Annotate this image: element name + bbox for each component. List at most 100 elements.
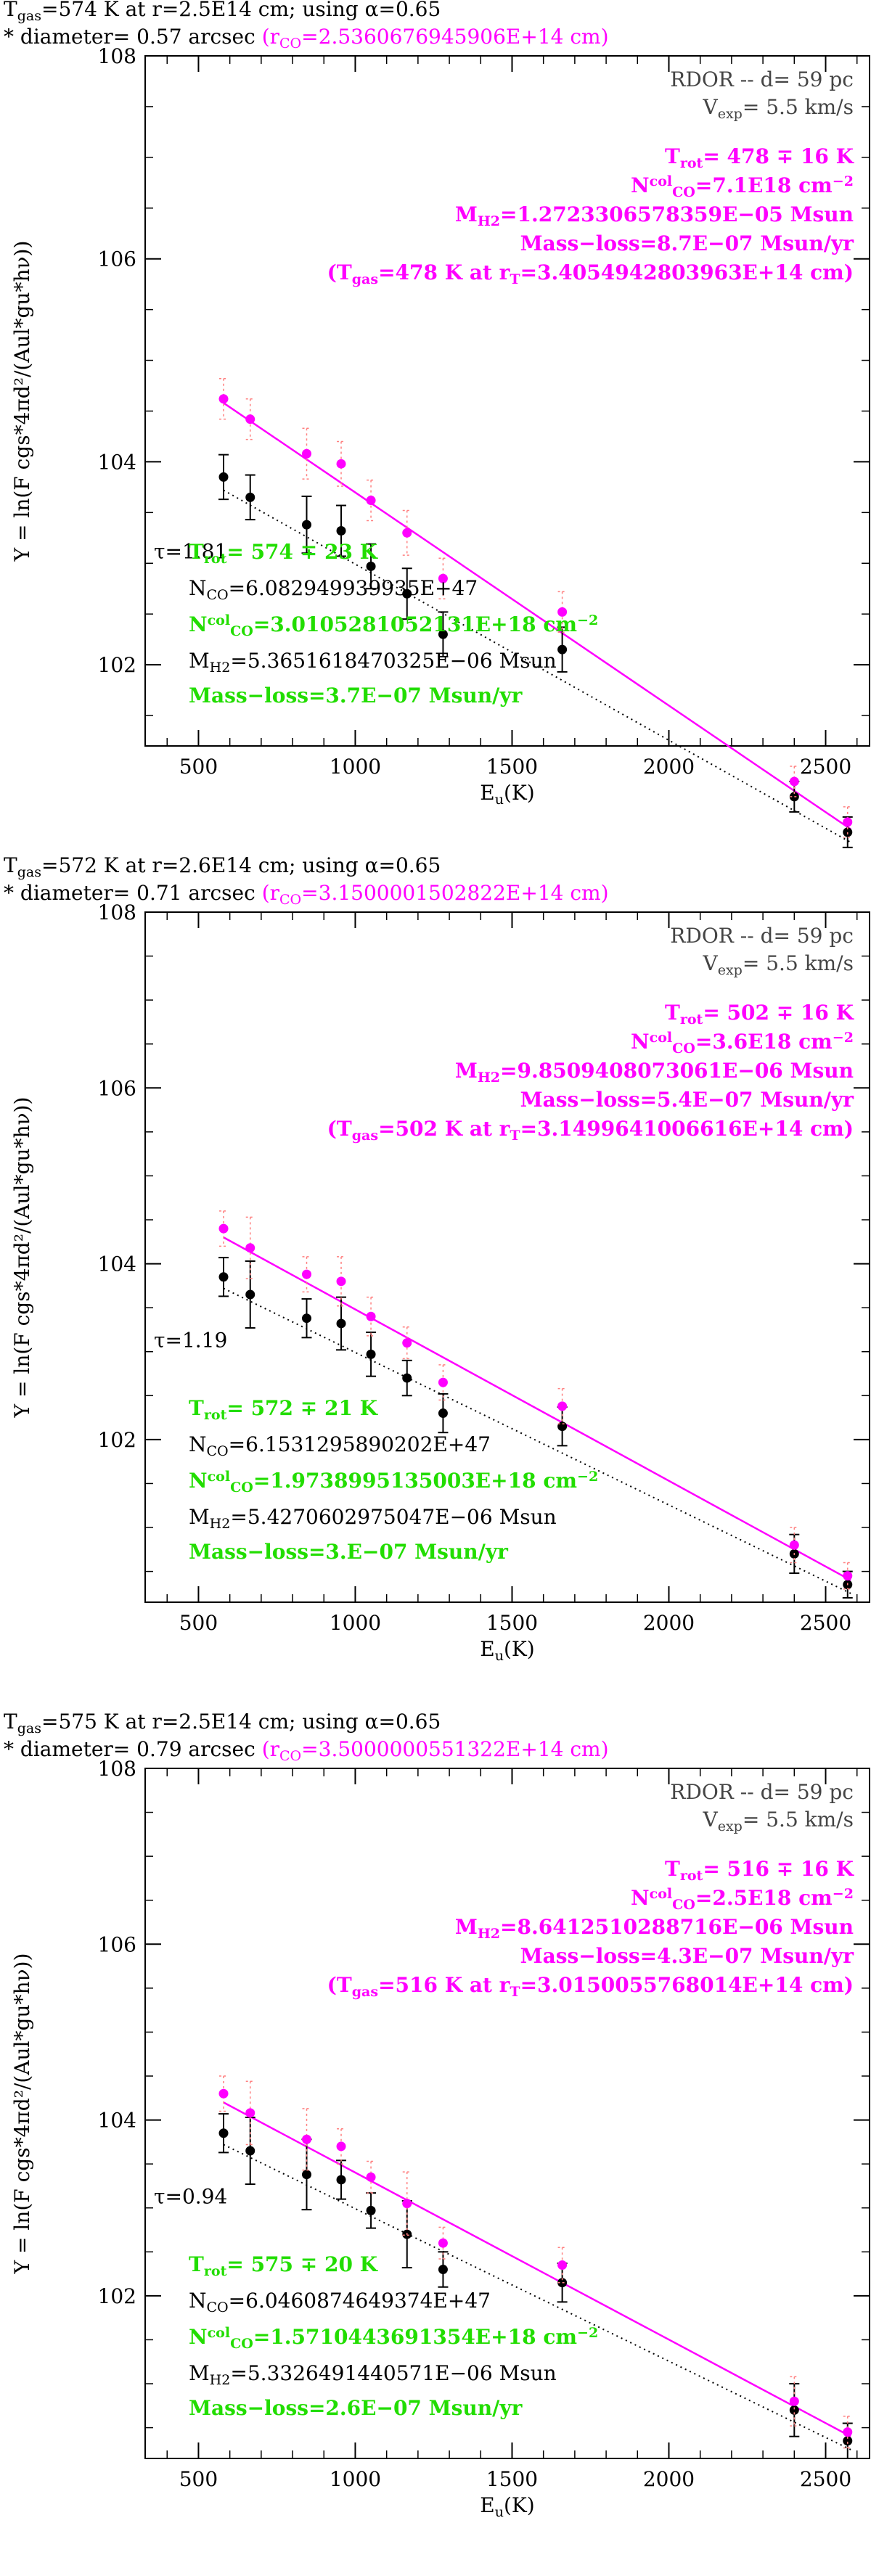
black-mh2: MH2=5.3326491440571E−06 Msun (189, 2361, 557, 2388)
tau-label: τ=0.94 (154, 2185, 227, 2209)
magenta-trot: Trot= 478 ∓ 16 K (665, 144, 855, 171)
black-nco: NCO=6.0460874649374E+47 (189, 2289, 491, 2315)
black-nco: NCO=6.1531295890202E+47 (189, 1432, 491, 1459)
vexp-label: Vexp= 5.5 km/s (702, 951, 854, 978)
green-massloss: Mass−loss=2.6E−07 Msun/yr (189, 2396, 523, 2420)
x-tick-label: 2500 (800, 755, 851, 779)
data-point-observed (557, 644, 568, 655)
data-point-observed (366, 2205, 376, 2215)
magenta-tgas: (Tgas=502 K at rT=3.1499641006616E+14 cm… (327, 1117, 854, 1144)
plot-frame (144, 911, 870, 1603)
green-trot: Trot= 574 ∓ 23 K (189, 540, 379, 567)
magenta-tgas: (Tgas=516 K at rT=3.0150055768014E+14 cm… (327, 1973, 854, 2000)
x-tick-label: 1000 (330, 2467, 381, 2491)
data-point-corrected (336, 2141, 346, 2152)
magenta-massloss: Mass−loss=4.3E−07 Msun/yr (520, 1944, 855, 1968)
data-point-observed (438, 1408, 448, 1419)
data-point-corrected (301, 448, 311, 459)
data-point-corrected (301, 2134, 311, 2144)
green-massloss: Mass−loss=3.7E−07 Msun/yr (189, 684, 523, 707)
data-point-observed (218, 472, 229, 482)
green-trot: Trot= 575 ∓ 20 K (189, 2252, 379, 2279)
data-point-corrected (245, 1243, 255, 1253)
panel-3: Tgas=575 K at r=2.5E14 cm; using α=0.65*… (4, 1710, 870, 2520)
magenta-massloss: Mass−loss=8.7E−07 Msun/yr (520, 231, 855, 255)
data-point-observed (843, 2436, 853, 2446)
data-point-corrected (301, 1269, 311, 1279)
data-point-observed (301, 1313, 311, 1324)
data-point-corrected (843, 2427, 853, 2437)
green-trot: Trot= 572 ∓ 21 K (189, 1396, 379, 1423)
panel-1: Tgas=574 K at r=2.5E14 cm; using α=0.65*… (4, 0, 870, 848)
x-tick-label: 1000 (330, 755, 381, 779)
data-point-corrected (218, 2088, 229, 2099)
y-tick-label: 102 (98, 2284, 136, 2308)
magenta-trot: Trot= 502 ∓ 16 K (665, 1001, 855, 1027)
data-point-observed (789, 2405, 799, 2415)
panel-2: Tgas=572 K at r=2.6E14 cm; using α=0.65*… (4, 853, 870, 1664)
x-tick-label: 1500 (486, 755, 538, 779)
data-point-observed (438, 2265, 448, 2275)
header-line-2: * diameter= 0.79 arcsec (rCO=3.500000055… (4, 1737, 609, 1764)
y-tick-label: 104 (98, 450, 136, 474)
x-tick-label: 500 (179, 1611, 218, 1635)
fit-line-magenta (223, 402, 851, 830)
source-label: RDOR -- d= 59 pc (670, 924, 854, 948)
vexp-label: Vexp= 5.5 km/s (702, 1808, 854, 1834)
source-label: RDOR -- d= 59 pc (670, 1780, 854, 1804)
data-point-observed (336, 526, 346, 536)
x-tick-label: 2000 (643, 755, 695, 779)
data-point-observed (366, 1349, 376, 1359)
y-tick-label: 102 (98, 653, 136, 677)
data-point-corrected (438, 2238, 448, 2248)
magenta-mh2: MH2=9.8509408073061E−06 Msun (455, 1059, 854, 1086)
data-point-observed (245, 1289, 255, 1300)
data-point-observed (557, 1422, 568, 1432)
data-point-observed (402, 1373, 412, 1383)
data-point-corrected (843, 1571, 853, 1581)
tau-label: τ=1.81 (154, 539, 227, 563)
data-point-observed (438, 629, 448, 639)
data-point-corrected (843, 817, 853, 827)
x-tick-label: 2000 (643, 2467, 695, 2491)
magenta-mh2: MH2=8.6412510288716E−06 Msun (455, 1915, 854, 1942)
data-point-corrected (366, 496, 376, 506)
plot-frame (144, 1768, 870, 2459)
data-point-observed (402, 588, 412, 599)
header-line-2: * diameter= 0.57 arcsec (rCO=2.536067694… (4, 25, 609, 52)
header-line-2: * diameter= 0.71 arcsec (rCO=3.150000150… (4, 881, 609, 908)
y-tick-label: 106 (98, 1932, 136, 1956)
tau-label: τ=1.19 (154, 1329, 227, 1353)
x-tick-label: 1000 (330, 1611, 381, 1635)
x-tick-label: 500 (179, 2467, 218, 2491)
y-axis-label: Y = ln(F cgs*4πd²/(Aul*gu*hν)) (10, 1953, 34, 2275)
data-point-corrected (402, 528, 412, 538)
y-tick-label: 106 (98, 1076, 136, 1100)
data-point-corrected (789, 1540, 799, 1550)
magenta-mh2: MH2=1.2723306578359E−05 Msun (455, 202, 854, 229)
data-point-corrected (789, 2396, 799, 2406)
data-point-corrected (438, 573, 448, 583)
y-axis-label: Y = ln(F cgs*4πd²/(Aul*gu*hν)) (10, 1097, 34, 1419)
y-tick-label: 108 (98, 44, 136, 68)
data-point-observed (218, 2128, 229, 2138)
data-point-corrected (218, 394, 229, 404)
plot-frame (144, 55, 870, 747)
data-point-observed (336, 2175, 346, 2185)
x-axis-label: Eu(K) (480, 2493, 534, 2520)
x-tick-label: 2000 (643, 1611, 695, 1635)
data-point-corrected (218, 1223, 229, 1234)
data-point-observed (218, 1272, 229, 1282)
y-axis-label: Y = ln(F cgs*4πd²/(Aul*gu*hν)) (10, 241, 34, 562)
black-mh2: MH2=5.3651618470325E−06 Msun (189, 649, 557, 676)
data-point-observed (245, 2146, 255, 2156)
magenta-ncol: NcolCO=7.1E18 cm−2 (631, 173, 854, 200)
green-ncol: NcolCO=1.5710443691354E+18 cm−2 (189, 2325, 598, 2352)
x-tick-label: 1500 (486, 1611, 538, 1635)
data-point-observed (843, 827, 853, 837)
data-point-corrected (402, 1338, 412, 1348)
x-tick-label: 1500 (486, 2467, 538, 2491)
source-label: RDOR -- d= 59 pc (670, 67, 854, 91)
data-point-corrected (557, 2260, 568, 2270)
